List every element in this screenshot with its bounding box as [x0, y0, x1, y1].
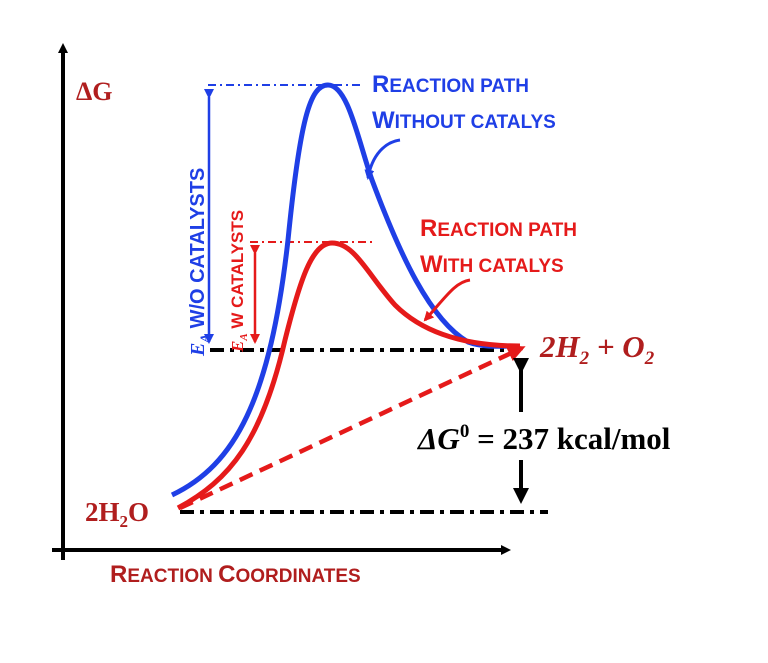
reactant-label: 2H2O	[85, 497, 149, 531]
x-axis-label: REACTION COORDINATES	[110, 561, 361, 588]
uncatalyzed-path-label-line1: REACTION PATH	[372, 71, 529, 98]
delta-g-label: ΔG0 = 237 kcal/mol	[416, 421, 671, 456]
catalyzed-path-label-line1: REACTION PATH	[420, 215, 577, 242]
net-reaction-arrow	[179, 345, 526, 511]
ea-with-catalyst-label: EA W CATALYSTS	[228, 210, 250, 353]
catalyzed-pointer-arrow	[423, 278, 471, 322]
uncatalyzed-path-label-line2: WITHOUT CATALYS	[372, 107, 556, 134]
ea-without-catalyst-label: EA W/O CATALYSTS	[187, 168, 212, 357]
delta-g-label-bg	[412, 412, 724, 460]
y-axis-label: ΔG	[76, 77, 113, 106]
catalyzed-curve	[176, 240, 521, 511]
uncatalyzed-curve	[170, 82, 521, 498]
catalyzed-path-label-line2: WITH CATALYS	[420, 251, 564, 278]
uncatalyzed-pointer-arrow	[364, 138, 401, 180]
product-label: 2H2 + O2	[539, 329, 655, 369]
